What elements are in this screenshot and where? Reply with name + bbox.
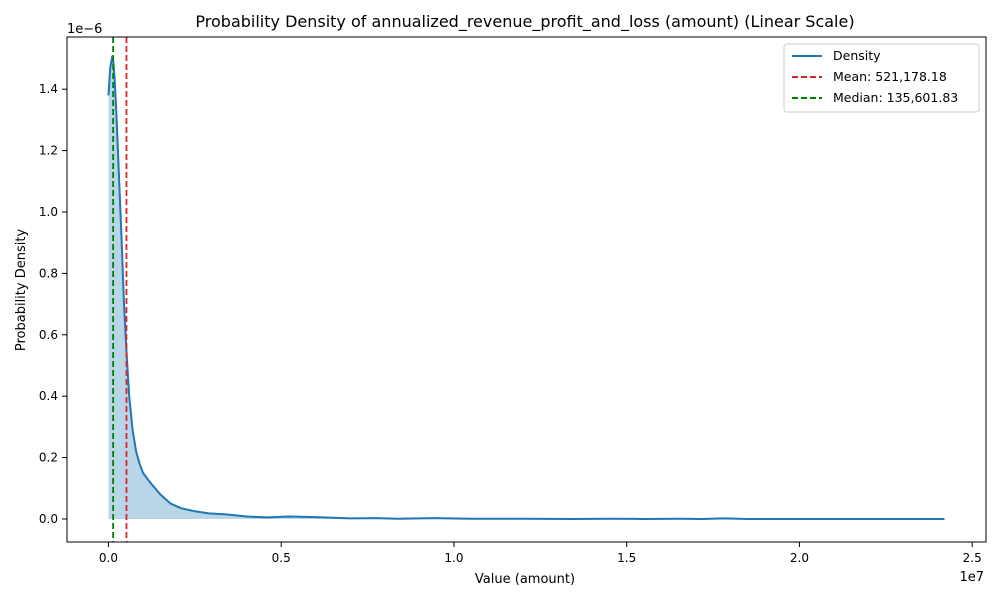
y-tick-label: 0.8 bbox=[39, 266, 58, 280]
x-axis: 0.0 0.5 1.0 1.5 2.0 2.5 bbox=[99, 542, 982, 565]
x-tick-label: 1.5 bbox=[617, 551, 636, 565]
legend-median-label: Median: 135,601.83 bbox=[833, 90, 958, 105]
y-offset-label: 1e−6 bbox=[67, 22, 102, 37]
legend-density-label: Density bbox=[833, 48, 881, 63]
legend-mean-label: Mean: 521,178.18 bbox=[833, 69, 947, 84]
y-tick-label: 0.0 bbox=[39, 512, 58, 526]
x-tick-label: 0.5 bbox=[272, 551, 291, 565]
y-tick-label: 1.0 bbox=[39, 205, 58, 219]
plot-frame bbox=[66, 36, 987, 543]
y-axis-label: Probability Density bbox=[14, 229, 29, 352]
y-axis: 0.0 0.2 0.4 0.6 0.8 1.0 1.2 1.4 bbox=[39, 82, 67, 526]
x-tick-label: 1.0 bbox=[444, 551, 463, 565]
y-tick-label: 1.4 bbox=[39, 82, 58, 96]
x-offset-label: 1e7 bbox=[959, 570, 984, 585]
x-tick-label: 0.0 bbox=[99, 551, 118, 565]
y-tick-label: 0.4 bbox=[39, 389, 58, 403]
chart-title: Probability Density of annualized_revenu… bbox=[195, 12, 854, 32]
density-fill-area bbox=[108, 58, 945, 519]
plot-area bbox=[107, 37, 945, 542]
y-tick-label: 0.6 bbox=[39, 328, 58, 342]
density-line bbox=[107, 55, 945, 521]
y-tick-label: 1.2 bbox=[39, 144, 58, 158]
x-axis-label: Value (amount) bbox=[475, 572, 575, 587]
x-tick-label: 2.5 bbox=[963, 551, 982, 565]
legend: Density Mean: 521,178.18 Median: 135,601.8… bbox=[783, 43, 980, 113]
legend-box bbox=[783, 43, 980, 113]
y-tick-label: 0.2 bbox=[39, 451, 58, 465]
x-tick-label: 2.0 bbox=[790, 551, 809, 565]
